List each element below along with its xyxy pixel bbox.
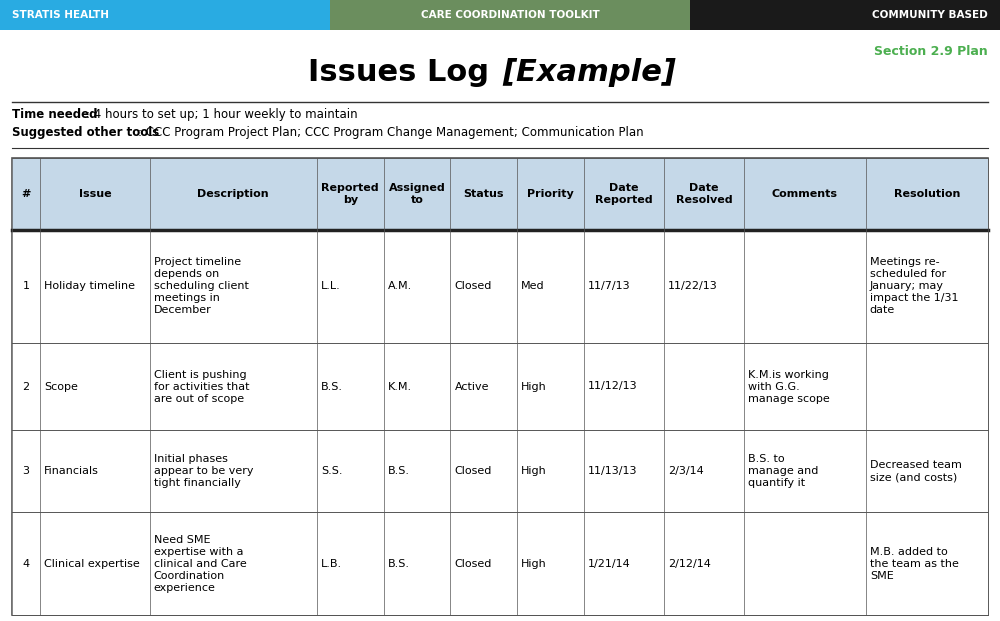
Bar <box>12 343 988 430</box>
Text: COMMUNITY BASED: COMMUNITY BASED <box>872 10 988 20</box>
Text: 11/22/13: 11/22/13 <box>668 281 718 291</box>
Text: Client is pushing
for activities that
are out of scope: Client is pushing for activities that ar… <box>154 369 249 404</box>
Text: 1/21/14: 1/21/14 <box>588 559 631 569</box>
Text: A.M.: A.M. <box>388 281 412 291</box>
Text: 11/12/13: 11/12/13 <box>588 381 638 391</box>
Text: 3: 3 <box>23 466 30 476</box>
Text: Project timeline
depends on
scheduling client
meetings in
December: Project timeline depends on scheduling c… <box>154 257 248 315</box>
Text: 4: 4 <box>23 559 30 569</box>
Text: Closed: Closed <box>454 466 492 476</box>
Text: B.S.: B.S. <box>388 559 410 569</box>
Bar <box>12 230 988 343</box>
Text: Assigned
to: Assigned to <box>389 183 445 205</box>
Text: CARE COORDINATION TOOLKIT: CARE COORDINATION TOOLKIT <box>421 10 599 20</box>
Text: Clinical expertise: Clinical expertise <box>44 559 140 569</box>
Bar <box>0 0 330 30</box>
Text: Comments: Comments <box>772 189 838 199</box>
Text: 2/3/14: 2/3/14 <box>668 466 704 476</box>
Text: Meetings re-
scheduled for
January; may
impact the 1/31
date: Meetings re- scheduled for January; may … <box>870 257 958 315</box>
Text: Closed: Closed <box>454 559 492 569</box>
Text: Reported
by: Reported by <box>321 183 379 205</box>
Text: Decreased team
size (and costs): Decreased team size (and costs) <box>870 460 962 483</box>
Text: 2: 2 <box>23 381 30 391</box>
Text: Status: Status <box>464 189 504 199</box>
Bar <box>330 0 690 30</box>
Text: #: # <box>21 189 31 199</box>
Text: High: High <box>521 466 547 476</box>
Bar <box>12 158 988 230</box>
Text: STRATIS HEALTH: STRATIS HEALTH <box>12 10 109 20</box>
Text: : 4 hours to set up; 1 hour weekly to maintain: : 4 hours to set up; 1 hour weekly to ma… <box>86 108 358 121</box>
Text: M.B. added to
the team as the
SME: M.B. added to the team as the SME <box>870 546 959 581</box>
Text: Closed: Closed <box>454 281 492 291</box>
Text: Initial phases
appear to be very
tight financially: Initial phases appear to be very tight f… <box>154 454 253 488</box>
Bar <box>12 430 988 512</box>
Text: Resolution: Resolution <box>894 189 960 199</box>
Text: Need SME
expertise with a
clinical and Care
Coordination
experience: Need SME expertise with a clinical and C… <box>154 535 246 592</box>
Text: 11/7/13: 11/7/13 <box>588 281 631 291</box>
Text: K.M.is working
with G.G.
manage scope: K.M.is working with G.G. manage scope <box>748 369 829 404</box>
Text: : CCC Program Project Plan; CCC Program Change Management; Communication Plan: : CCC Program Project Plan; CCC Program … <box>138 126 644 139</box>
Text: Time needed: Time needed <box>12 108 98 121</box>
Bar <box>12 158 988 615</box>
Text: K.M.: K.M. <box>388 381 412 391</box>
Text: Scope: Scope <box>44 381 78 391</box>
Text: Financials: Financials <box>44 466 99 476</box>
Text: Active: Active <box>454 381 489 391</box>
Text: Issue: Issue <box>79 189 111 199</box>
Text: Date
Reported: Date Reported <box>595 183 653 205</box>
Text: B.S. to
manage and
quantify it: B.S. to manage and quantify it <box>748 454 818 488</box>
Text: Description: Description <box>197 189 269 199</box>
Text: B.S.: B.S. <box>321 381 343 391</box>
Text: 11/13/13: 11/13/13 <box>588 466 638 476</box>
Text: 2/12/14: 2/12/14 <box>668 559 711 569</box>
Text: L.B.: L.B. <box>321 559 342 569</box>
Text: High: High <box>521 381 547 391</box>
Text: Date
Resolved: Date Resolved <box>676 183 732 205</box>
Text: Med: Med <box>521 281 545 291</box>
Text: Holiday timeline: Holiday timeline <box>44 281 135 291</box>
Text: [Example]: [Example] <box>502 58 676 87</box>
Text: Section 2.9 Plan: Section 2.9 Plan <box>874 45 988 58</box>
Bar <box>690 0 1000 30</box>
Text: Issues Log: Issues Log <box>308 58 500 87</box>
Text: Suggested other tools: Suggested other tools <box>12 126 159 139</box>
Text: 1: 1 <box>23 281 30 291</box>
Text: L.L.: L.L. <box>321 281 341 291</box>
Text: Priority: Priority <box>527 189 574 199</box>
Text: S.S.: S.S. <box>321 466 342 476</box>
Text: B.S.: B.S. <box>388 466 410 476</box>
Bar <box>12 512 988 615</box>
Text: High: High <box>521 559 547 569</box>
